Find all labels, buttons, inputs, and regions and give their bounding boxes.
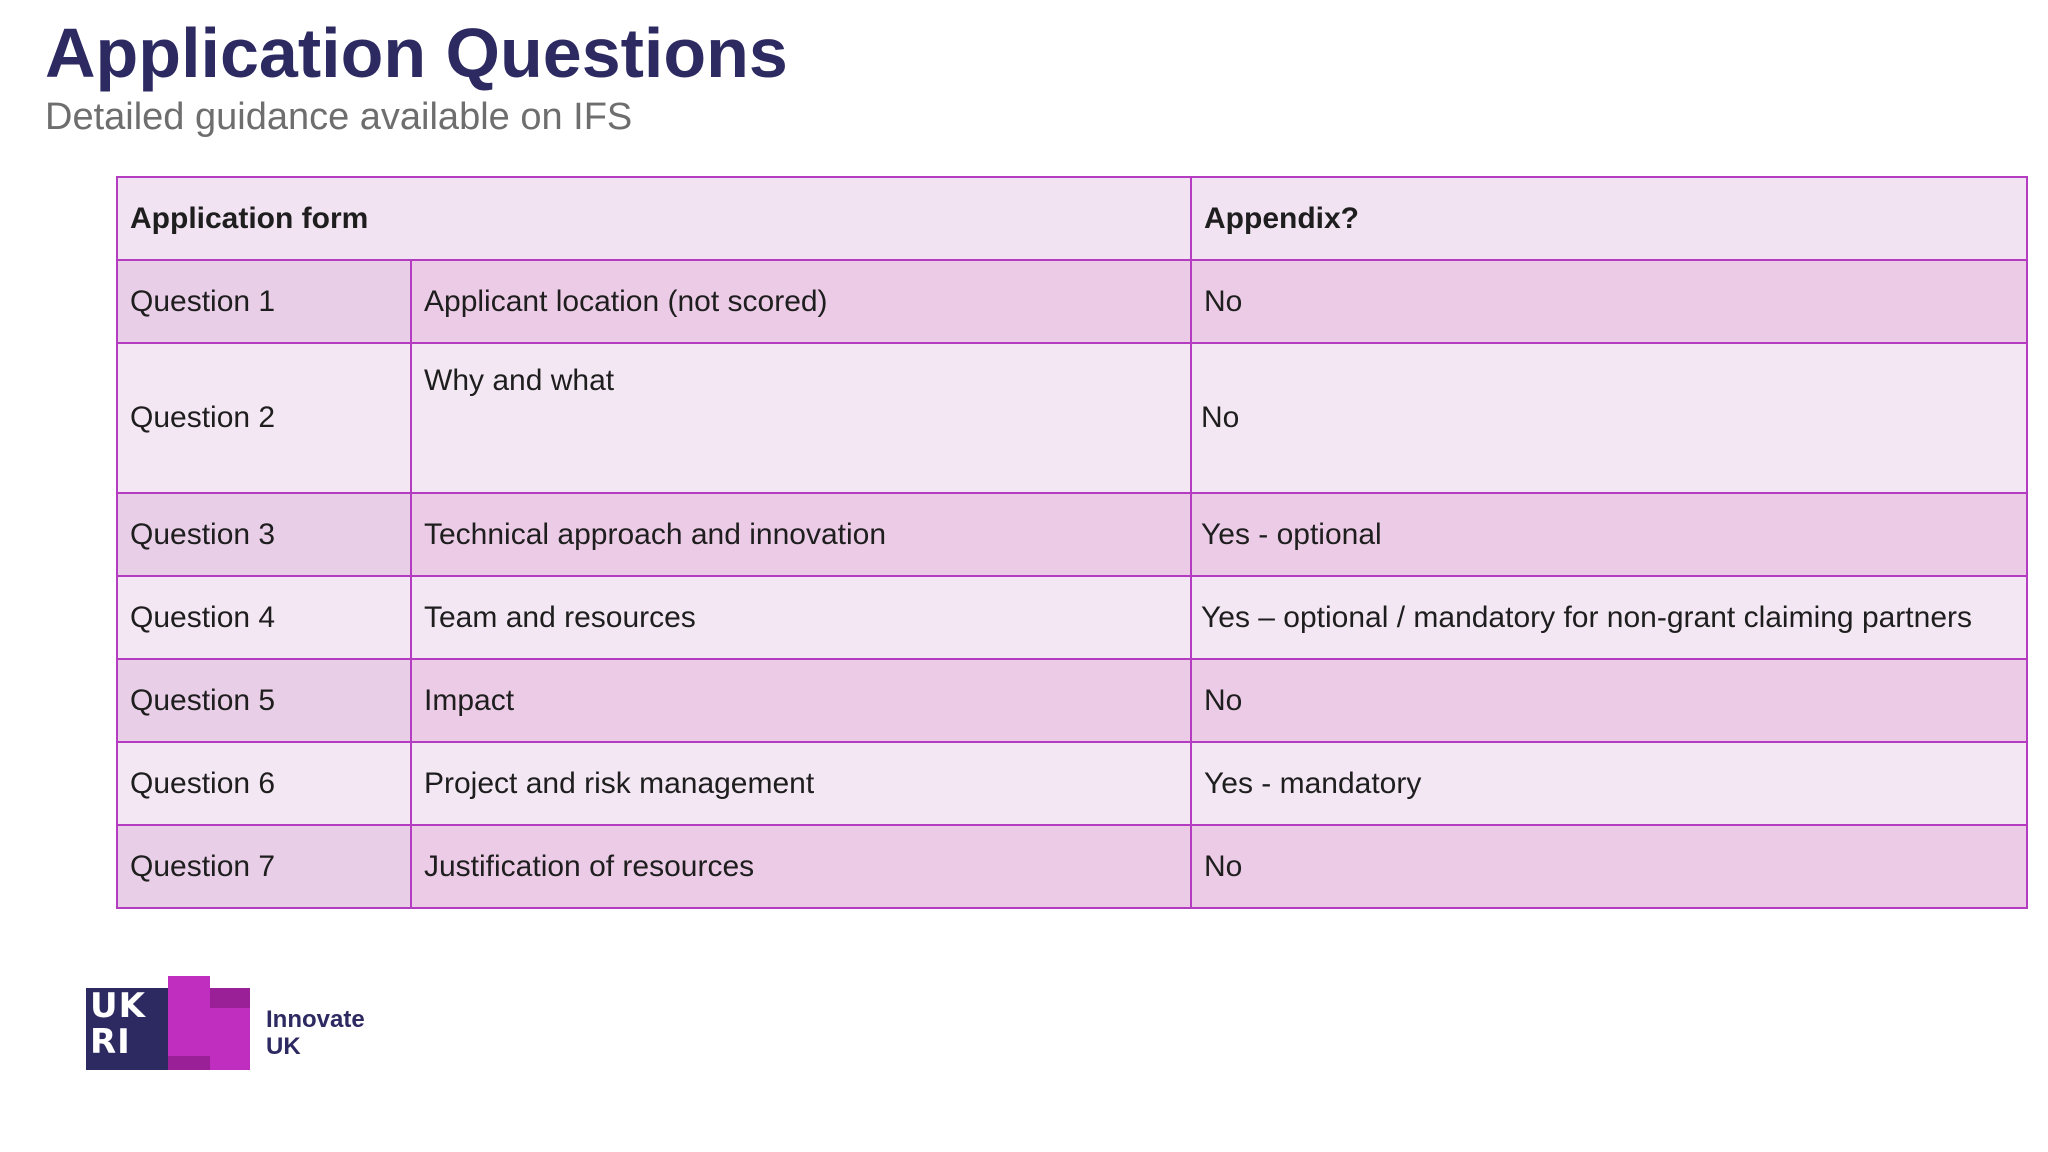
question-label: Question 3 xyxy=(116,492,412,577)
appendix-value: No xyxy=(1190,658,2028,743)
question-description: Project and risk management xyxy=(410,741,1192,826)
appendix-value: No xyxy=(1190,342,2028,494)
question-description: Team and resources xyxy=(410,575,1192,660)
question-description: Why and what xyxy=(410,342,1192,494)
slide-subtitle: Detailed guidance available on IFS xyxy=(45,96,633,138)
ukri-mark-text: UK RI xyxy=(90,986,146,1062)
question-description: Justification of resources xyxy=(410,824,1192,909)
ukri-logo-icon xyxy=(86,988,168,1070)
appendix-value: Yes - optional xyxy=(1190,492,2028,577)
question-label: Question 2 xyxy=(116,342,412,494)
header-appendix: Appendix? xyxy=(1190,176,2028,261)
application-questions-table: Application form Appendix? Question 1 Ap… xyxy=(116,176,2028,909)
table-row: Question 2 Why and what No xyxy=(116,342,2028,494)
header-application-form: Application form xyxy=(116,176,1192,261)
question-description: Technical approach and innovation xyxy=(410,492,1192,577)
table-row: Question 5 Impact No xyxy=(116,658,2028,743)
question-label: Question 6 xyxy=(116,741,412,826)
appendix-value: Yes - mandatory xyxy=(1190,741,2028,826)
table-row: Question 4 Team and resources Yes – opti… xyxy=(116,575,2028,660)
innovate-uk-wordmark: Innovate UK xyxy=(266,1006,365,1060)
slide-title: Application Questions xyxy=(45,14,788,92)
table-row: Question 7 Justification of resources No xyxy=(116,824,2028,909)
question-description: Applicant location (not scored) xyxy=(410,259,1192,344)
question-label: Question 4 xyxy=(116,575,412,660)
appendix-value: No xyxy=(1190,824,2028,909)
question-label: Question 5 xyxy=(116,658,412,743)
innovate-uk-logo: UK RI Innovate UK xyxy=(86,976,386,1072)
table-header-row: Application form Appendix? xyxy=(116,176,2028,261)
table-row: Question 3 Technical approach and innova… xyxy=(116,492,2028,577)
table-row: Question 1 Applicant location (not score… xyxy=(116,259,2028,344)
question-label: Question 1 xyxy=(116,259,412,344)
logo-line-uk: UK xyxy=(266,1033,301,1060)
appendix-value: Yes – optional / mandatory for non-grant… xyxy=(1190,575,2028,660)
question-description: Impact xyxy=(410,658,1192,743)
appendix-value: No xyxy=(1190,259,2028,344)
question-label: Question 7 xyxy=(116,824,412,909)
table-row: Question 6 Project and risk management Y… xyxy=(116,741,2028,826)
logo-line-innovate: Innovate xyxy=(266,1006,365,1033)
